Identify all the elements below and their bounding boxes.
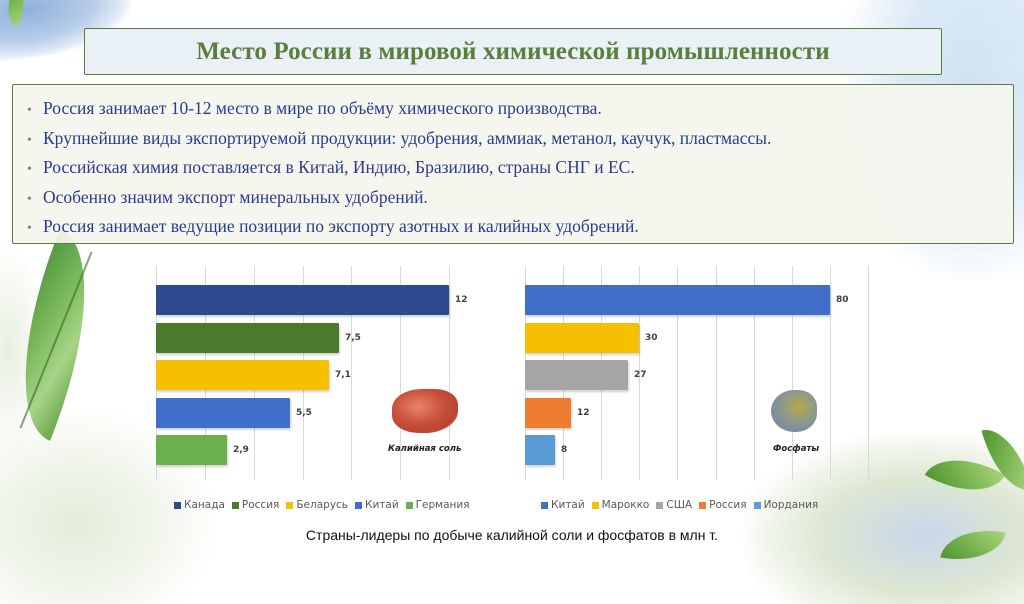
phosphate-label: Фосфаты <box>773 444 820 454</box>
bullet-list-box: • Россия занимает 10-12 место в мире по о… <box>12 84 1014 244</box>
legend-item: Россия <box>699 499 747 511</box>
gridline <box>677 266 678 480</box>
legend-swatch-icon <box>231 501 239 509</box>
gridline <box>868 266 869 480</box>
potash-label: Калийная соль <box>388 444 462 454</box>
bullet-dot-icon: • <box>27 221 32 236</box>
gridline <box>449 266 450 480</box>
gridline <box>351 266 352 480</box>
chart-caption: Страны-лидеры по добыче калийной соли и … <box>305 527 719 543</box>
bullet-dot-icon: • <box>27 162 32 177</box>
legend-item: Китай <box>541 499 585 511</box>
bullet-list: • Россия занимает 10-12 место в мире по о… <box>13 85 1013 243</box>
bar-value-label: 7,1 <box>335 370 351 380</box>
legend-item: Китай <box>355 499 399 511</box>
chart-legend: Канада Россия Беларусь Китай Германия <box>174 499 470 511</box>
bar-value-label: 12 <box>577 407 590 418</box>
bar-Россия <box>525 397 571 428</box>
legend-swatch-icon <box>591 501 599 509</box>
bar-Китай <box>525 285 830 315</box>
bar-Германия <box>156 435 227 465</box>
legend-swatch-icon <box>656 501 664 509</box>
bullet-item: • Россия занимает 10-12 место в мире по о… <box>27 95 1013 125</box>
legend-item: Марокко <box>591 499 649 511</box>
legend-swatch-icon <box>174 501 181 509</box>
bar-Иордания <box>525 435 555 465</box>
title-banner: Место России в мировой химической промыш… <box>84 28 942 75</box>
phosphate-bar-chart: 80 30 27 12 8 Китай Марокко США Россия Иордания <box>525 266 870 516</box>
bullet-item: • Особенно значим экспорт минеральных удо… <box>27 184 1013 214</box>
bar-value-label: 2,9 <box>233 445 249 455</box>
bar-value-label: 27 <box>634 370 647 380</box>
bullet-dot-icon: • <box>27 191 32 207</box>
bullet-item: • Россия занимает ведущие позиции по эксп… <box>27 213 1013 243</box>
phosphate-rock-image <box>771 390 817 432</box>
legend-swatch-icon <box>541 501 548 509</box>
legend-item: Германия <box>405 499 470 511</box>
gridline <box>400 266 401 480</box>
bullet-dot-icon: • <box>27 132 32 148</box>
chart-legend: Китай Марокко США Россия Иордания <box>541 499 818 511</box>
legend-swatch-icon <box>405 501 413 509</box>
bar-value-label: 12 <box>455 295 468 305</box>
legend-item: Иордания <box>753 499 818 511</box>
legend-item: Канада <box>174 499 225 511</box>
bar-value-label: 30 <box>645 332 658 343</box>
bar-value-label: 5,5 <box>296 407 312 418</box>
legend-item: Россия <box>231 499 279 511</box>
legend-item: Беларусь <box>286 499 348 511</box>
bar-Россия <box>156 322 339 353</box>
legend-swatch-icon <box>699 501 707 509</box>
gridline <box>716 266 717 480</box>
bullet-dot-icon: • <box>27 103 32 118</box>
bar-Марокко <box>525 322 639 353</box>
bullet-item: • Крупнейшие виды экспортируемой продукци… <box>27 125 1013 155</box>
bar-value-label: 80 <box>836 295 849 305</box>
potash-rock-image <box>392 389 458 433</box>
bar-Беларусь <box>156 360 329 390</box>
legend-swatch-icon <box>355 501 362 509</box>
legend-swatch-icon <box>753 501 761 509</box>
gridline <box>754 266 755 480</box>
potash-bar-chart: 12 7,5 7,1 5,5 2,9 Канада Россия Беларусь Китай Г… <box>156 266 470 516</box>
bar-value-label: 8 <box>561 445 568 455</box>
legend-item: США <box>656 499 692 511</box>
gridline <box>639 266 640 480</box>
bar-США <box>525 360 628 390</box>
bullet-item: • Российская химия поставляется в Китай, … <box>27 154 1013 184</box>
gridline <box>830 266 831 480</box>
gridline <box>792 266 793 480</box>
bar-Канада <box>156 285 449 315</box>
slide-title: Место России в мировой химической промыш… <box>196 37 830 65</box>
bar-Китай <box>156 397 290 428</box>
bar-value-label: 7,5 <box>345 332 361 343</box>
legend-swatch-icon <box>286 501 294 509</box>
